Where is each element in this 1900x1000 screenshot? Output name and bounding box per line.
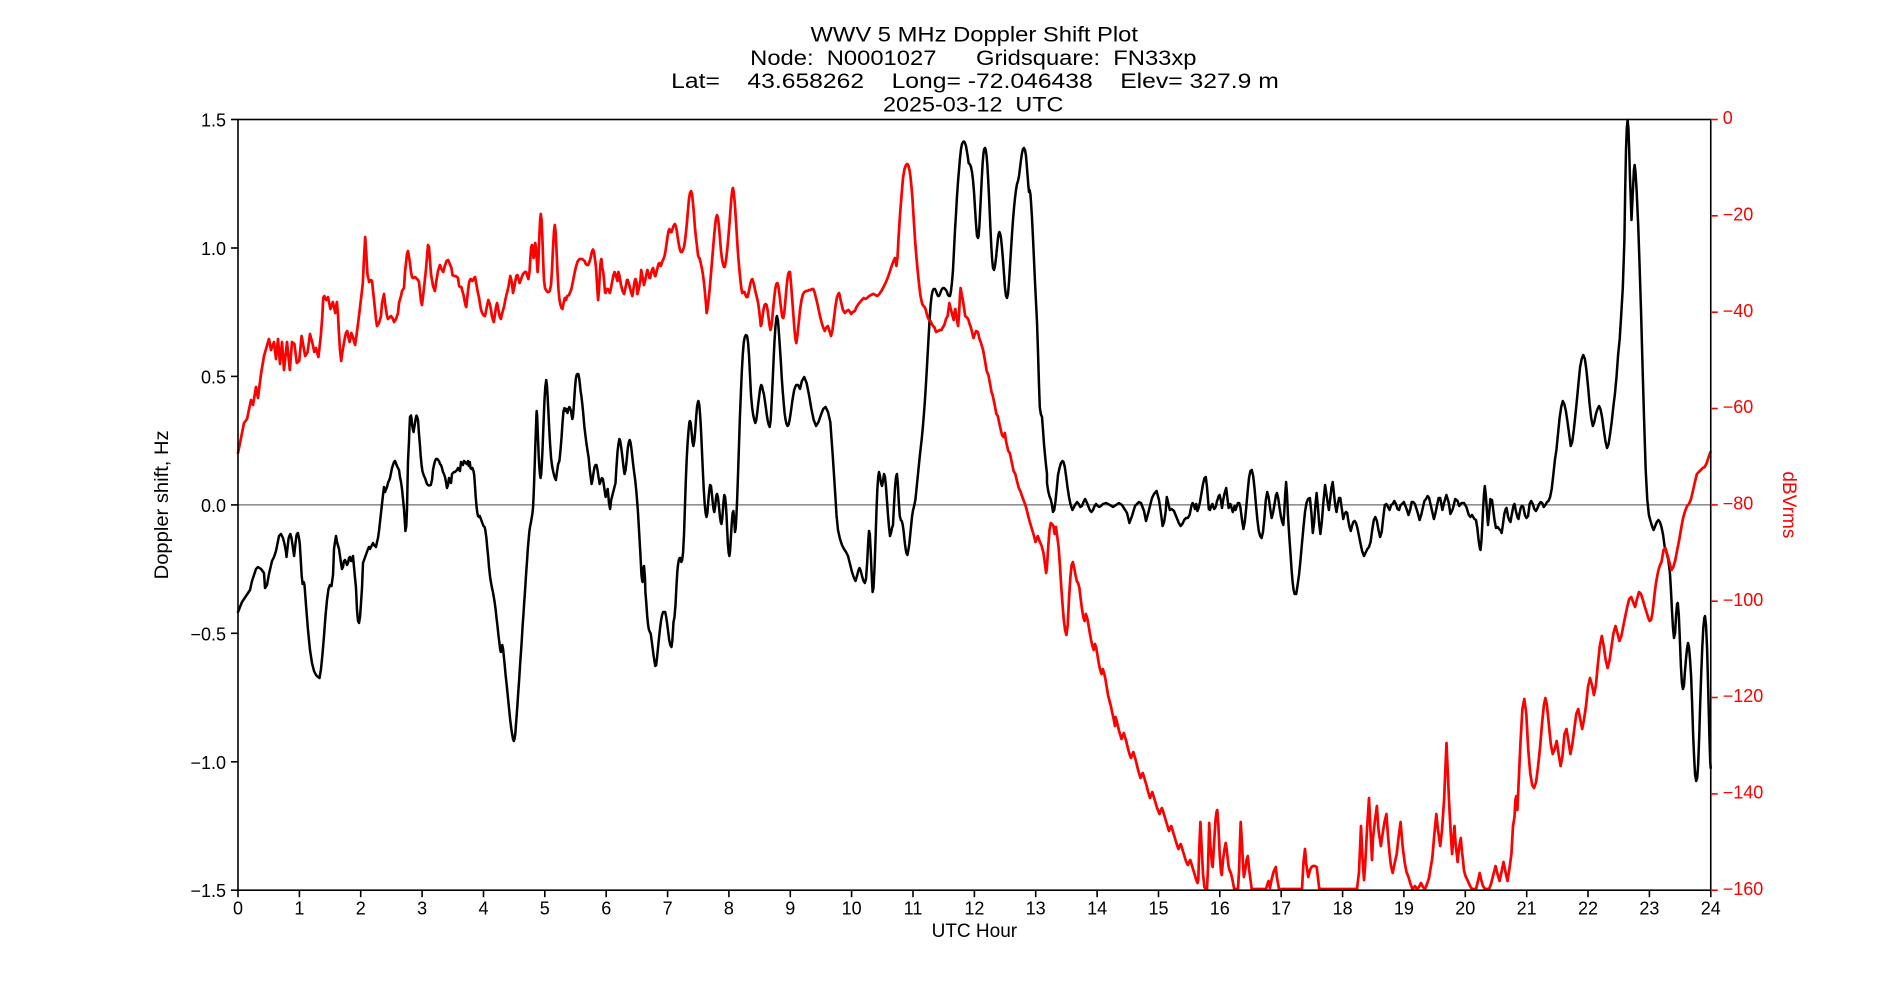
svg-text:−140: −140 [1723,783,1764,803]
svg-text:Node: N0001027 Gridsquar: Node: N0001027 Gridsquare: FN33xp [750,45,1196,70]
svg-text:14: 14 [1087,899,1107,919]
svg-text:23: 23 [1639,899,1659,919]
svg-text:16: 16 [1210,899,1230,919]
svg-text:−60: −60 [1723,397,1754,417]
svg-text:0: 0 [233,899,243,919]
svg-text:1.5: 1.5 [201,111,226,131]
svg-text:12: 12 [964,899,984,919]
svg-text:20: 20 [1455,899,1475,919]
svg-text:−160: −160 [1723,879,1764,899]
svg-text:7: 7 [663,899,673,919]
svg-text:0.5: 0.5 [201,367,226,387]
svg-text:17: 17 [1271,899,1291,919]
svg-text:Doppler shift, Hz: Doppler shift, Hz [152,430,173,579]
svg-text:0.0: 0.0 [201,496,226,516]
svg-text:−100: −100 [1723,590,1764,610]
svg-text:13: 13 [1026,899,1046,919]
svg-text:6: 6 [601,899,611,919]
svg-text:−1.5: −1.5 [190,881,226,901]
svg-text:Lat= 43.658262 Long= -72: Lat= 43.658262 Long= -72.046438 Elev= 32… [671,68,1279,93]
svg-text:−80: −80 [1723,494,1754,514]
svg-text:−1.0: −1.0 [190,753,226,773]
svg-text:10: 10 [842,899,862,919]
svg-text:−0.5: −0.5 [190,624,226,644]
svg-text:1.0: 1.0 [201,239,226,259]
svg-text:19: 19 [1394,899,1414,919]
svg-text:WWV 5 MHz Doppler Shift Plot: WWV 5 MHz Doppler Shift Plot [811,22,1139,47]
svg-text:3: 3 [417,899,427,919]
svg-text:11: 11 [904,899,923,919]
svg-text:1: 1 [294,899,304,919]
svg-text:22: 22 [1578,899,1598,919]
svg-text:UTC Hour: UTC Hour [932,921,1018,942]
svg-text:−120: −120 [1723,686,1764,706]
svg-text:2: 2 [356,899,366,919]
svg-text:2025-03-12 UTC: 2025-03-12 UTC [883,91,1063,116]
svg-text:−40: −40 [1723,301,1754,321]
svg-text:24: 24 [1701,899,1721,919]
svg-text:dBVrms: dBVrms [1778,471,1799,538]
svg-text:5: 5 [540,899,550,919]
svg-text:0: 0 [1723,108,1733,128]
svg-text:15: 15 [1148,899,1168,919]
svg-text:21: 21 [1517,899,1537,919]
svg-text:4: 4 [478,899,488,919]
svg-text:9: 9 [785,899,795,919]
svg-text:18: 18 [1333,899,1353,919]
svg-text:8: 8 [724,899,734,919]
svg-text:−20: −20 [1723,205,1754,225]
